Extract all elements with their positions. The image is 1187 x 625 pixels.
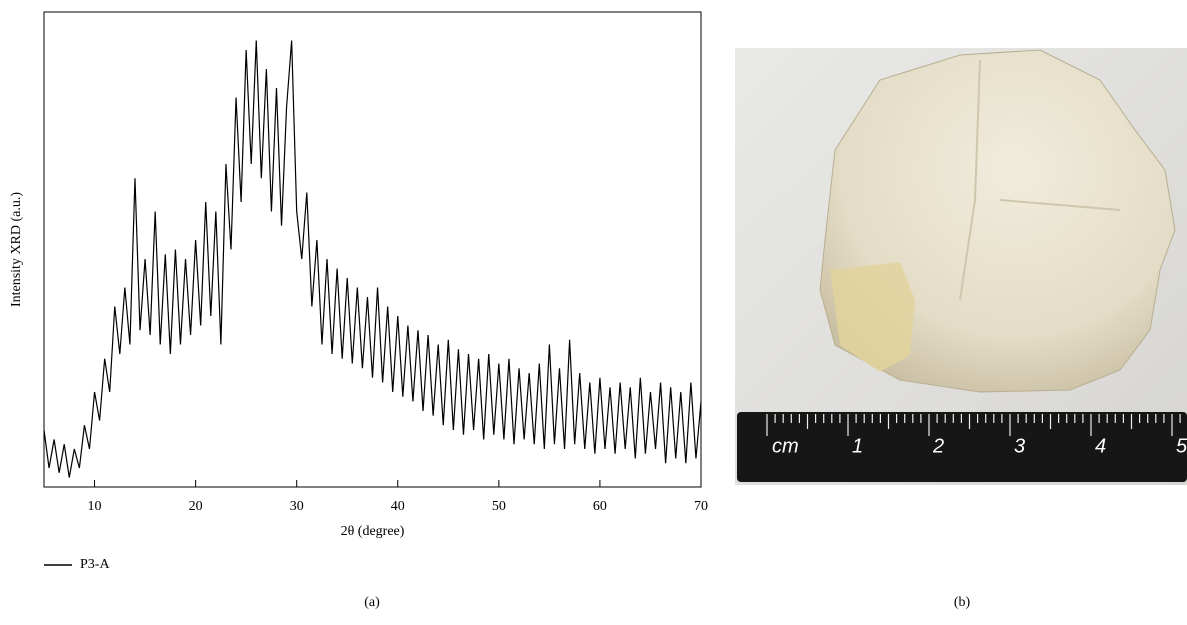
plot-frame [43, 11, 702, 488]
data-line [43, 40, 702, 478]
x-tick-label: 60 [593, 499, 607, 514]
x-tick-label: 50 [492, 499, 506, 514]
x-tick-label: 40 [391, 499, 405, 514]
ruler-label: 5 [1176, 435, 1187, 457]
ruler: cm 1 2 3 4 5 [737, 412, 1187, 482]
rock-edge [959, 59, 1121, 301]
ruler-body [737, 412, 1187, 482]
x-tick-label: 20 [189, 499, 203, 514]
x-axis-label: 2θ (degree) [341, 524, 405, 539]
xrd-chart: 10 20 30 40 50 60 70 P3-A 2θ (degree) Intensity X… [9, 11, 708, 610]
y-axis-label: Intensity XRD (a.u.) [9, 192, 24, 307]
x-tick-label: 10 [88, 499, 102, 514]
ruler-label: cm [772, 435, 799, 457]
x-tick-label: 30 [290, 499, 304, 514]
panel-label: (a) [364, 595, 380, 610]
rock-stain [830, 262, 915, 372]
ruler-label: 3 [1014, 435, 1025, 457]
panel-label: (b) [954, 595, 971, 610]
ruler-label: 2 [932, 435, 944, 457]
ruler-label: 4 [1095, 435, 1106, 457]
legend-label: P3-A [80, 557, 110, 572]
x-tick-label: 70 [694, 499, 708, 514]
ruler-label: 1 [852, 435, 863, 457]
sample-photo: cm 1 2 3 4 5 [735, 48, 1187, 485]
